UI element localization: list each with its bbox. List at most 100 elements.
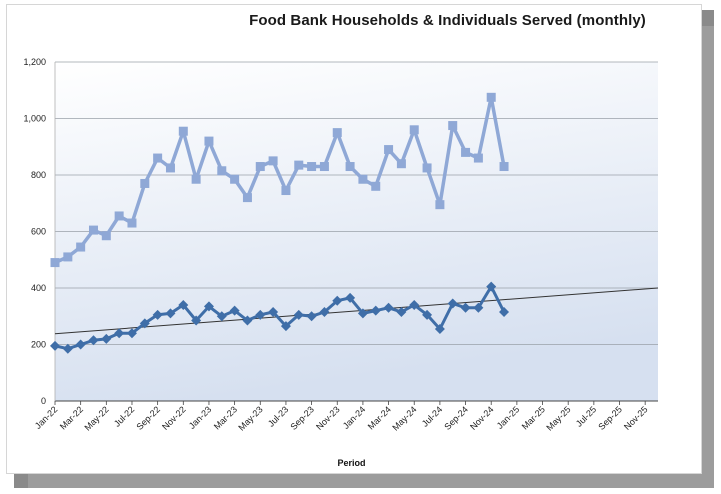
series-2-point (75, 339, 86, 350)
x-tick-label: Jul-22 (112, 404, 136, 428)
frame-shadow-right (700, 26, 714, 488)
series-1-point (217, 166, 227, 176)
x-tick-label: May-22 (82, 404, 110, 432)
x-tick-label: Sep-25 (596, 404, 624, 432)
series-2-point (50, 340, 60, 351)
series-2-point (447, 298, 458, 309)
series-2-point (460, 302, 471, 313)
series-1-point (127, 218, 137, 228)
series-1-point (281, 186, 291, 196)
x-tick-label: Sep-22 (134, 404, 162, 432)
series-2-point (422, 309, 433, 320)
series-1-point (76, 242, 86, 252)
x-tick-label: Jan-23 (187, 404, 214, 431)
series-2-point (203, 301, 214, 312)
series-1-point (191, 174, 201, 184)
series-1-point (204, 136, 214, 146)
series-1-point (448, 121, 458, 131)
series-2-point (396, 307, 407, 318)
x-tick-label: Jan-24 (341, 404, 368, 431)
series-2-point (409, 299, 420, 310)
series-2-point (383, 302, 394, 313)
x-tick-label: Sep-23 (288, 404, 316, 432)
series-1-point (409, 125, 419, 135)
frame-shadow-bottom (28, 472, 712, 488)
x-axis-title: Period (337, 458, 365, 468)
series-1-point (319, 162, 329, 172)
series-2-point (62, 343, 73, 354)
series-2-point (178, 299, 189, 310)
series-2-point (268, 307, 279, 318)
y-tick-label: 800 (31, 170, 46, 180)
y-tick-label: 600 (31, 227, 46, 237)
series-layer (50, 92, 510, 354)
series-1-point (88, 225, 98, 235)
x-tick-label: Mar-22 (58, 404, 85, 431)
series-2-point (191, 315, 202, 326)
series-1-point (294, 160, 304, 170)
x-tick-label: Mar-25 (520, 404, 547, 431)
series-1-point (358, 174, 368, 184)
series-2-point (165, 308, 176, 319)
series-1-point (461, 147, 471, 157)
series-1-point (435, 200, 445, 210)
series-1-point (499, 162, 509, 172)
y-tick-label: 1,200 (23, 57, 46, 67)
x-tick-label: Sep-24 (442, 404, 470, 432)
series-1-point (230, 174, 240, 184)
series-2-point (242, 315, 253, 326)
series-1-point (63, 252, 73, 262)
x-tick-label: Mar-23 (212, 404, 239, 431)
trendline-layer (54, 287, 659, 335)
series-2-point (229, 305, 240, 316)
series-1-point (268, 156, 278, 166)
y-tick-label: 200 (31, 340, 46, 350)
series-1-point (50, 258, 60, 268)
x-tick-label: May-25 (544, 404, 572, 432)
series-2-point (126, 328, 137, 339)
y-tick-label: 0 (41, 396, 46, 406)
series-1-point (307, 162, 317, 172)
series-2-point (280, 321, 291, 332)
x-tick-label: Jul-25 (574, 404, 598, 428)
series-2-point (114, 328, 125, 339)
x-tick-label: Nov-24 (468, 404, 496, 432)
series-2-point (319, 307, 330, 318)
series-1-point (486, 92, 496, 102)
series-2-point (152, 309, 163, 320)
x-tick-label: Mar-24 (366, 404, 393, 431)
series-2-point (255, 309, 266, 320)
series-2-point (357, 308, 368, 319)
series-1-point (371, 181, 381, 191)
series-2-point (293, 309, 304, 320)
chart-title: Food Bank Households & Individuals Serve… (249, 12, 646, 29)
series-1-point (140, 178, 150, 188)
y-tick-label: 1,000 (23, 114, 46, 124)
series-1-point (396, 159, 406, 169)
series-2-point (139, 318, 150, 329)
series-1-point (255, 162, 265, 172)
series-1-point (332, 128, 342, 138)
x-tick-label: May-23 (236, 404, 264, 432)
x-tick-label: Jul-24 (420, 404, 444, 428)
series-2-point (101, 333, 112, 344)
series-1-point (422, 163, 432, 173)
series-2-point (332, 295, 343, 306)
series-2-point (370, 305, 381, 316)
x-tick-label: Nov-25 (622, 404, 650, 432)
trendline (54, 287, 659, 335)
series-2-point (216, 311, 227, 322)
series-2-point (345, 292, 356, 303)
series-2-point (88, 335, 99, 346)
series-2-point (473, 302, 484, 313)
series-2-point (306, 311, 317, 322)
x-tick-label: Jan-22 (33, 404, 60, 431)
series-1-point (178, 126, 188, 136)
series-1-point (384, 145, 394, 155)
x-tick-label: Jul-23 (266, 404, 290, 428)
x-tick-label: Nov-22 (160, 404, 188, 432)
series-1-point (473, 153, 483, 163)
series-2-point (486, 281, 497, 292)
y-tick-label: 400 (31, 283, 46, 293)
